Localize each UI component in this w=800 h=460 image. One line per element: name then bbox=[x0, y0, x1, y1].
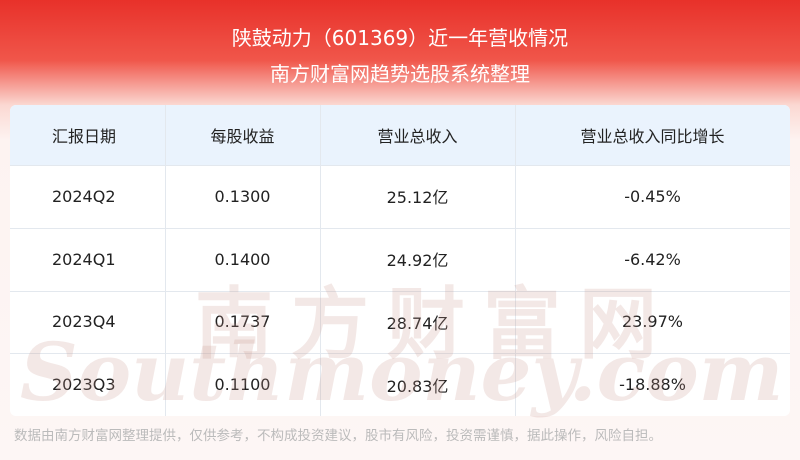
row-divider bbox=[10, 353, 790, 355]
column-divider bbox=[515, 105, 516, 416]
watermark-en: Southmoney.com bbox=[20, 325, 784, 419]
table-cell: 20.83亿 bbox=[386, 376, 449, 396]
row-divider bbox=[10, 227, 790, 229]
table-cell: 0.1400 bbox=[214, 249, 271, 269]
table-cell: -0.45% bbox=[624, 186, 681, 206]
header-row bbox=[10, 105, 790, 165]
column-header: 每股收益 bbox=[210, 127, 275, 146]
table-cell: 2024Q2 bbox=[52, 186, 116, 206]
table-cell: 28.74亿 bbox=[386, 313, 449, 333]
table-cell: -6.42% bbox=[624, 249, 681, 269]
row-divider bbox=[10, 165, 790, 166]
watermark-cn: 南方财富网 bbox=[195, 280, 676, 370]
table-cell: 2023Q4 bbox=[52, 312, 116, 332]
subtitle: 南方财富网趋势选股系统整理 bbox=[270, 62, 530, 86]
column-header: 营业总收入 bbox=[377, 127, 458, 146]
table-cell: 0.1737 bbox=[214, 312, 271, 332]
column-divider bbox=[165, 105, 166, 416]
table-cell: 0.1100 bbox=[214, 375, 271, 395]
table-cell: 25.12亿 bbox=[386, 188, 449, 208]
table-cell: 2024Q1 bbox=[52, 249, 116, 269]
table-cell: 2023Q3 bbox=[52, 375, 116, 395]
row-divider bbox=[10, 290, 790, 292]
table-cell: 24.92亿 bbox=[386, 251, 449, 271]
table: 汇报日期 每股收益 营业总收入 营业总收入同比增长 2024Q2 0.1300 25.12亿… bbox=[10, 105, 790, 416]
column-header: 汇报日期 bbox=[52, 127, 117, 146]
column-header: 营业总收入同比增长 bbox=[580, 127, 725, 146]
title: 陕鼓动力（601369）近一年营收情况 bbox=[231, 26, 569, 50]
table-cell: -18.88% bbox=[619, 375, 686, 395]
footer: 数据由南方财富网整理提供，仅供参考，不构成投资建议，股市有风险，投资需谨慎，据此… bbox=[14, 428, 662, 444]
column-divider bbox=[320, 105, 321, 416]
table-cell: 23.97% bbox=[621, 312, 683, 332]
table-cell: 0.1300 bbox=[214, 186, 271, 206]
